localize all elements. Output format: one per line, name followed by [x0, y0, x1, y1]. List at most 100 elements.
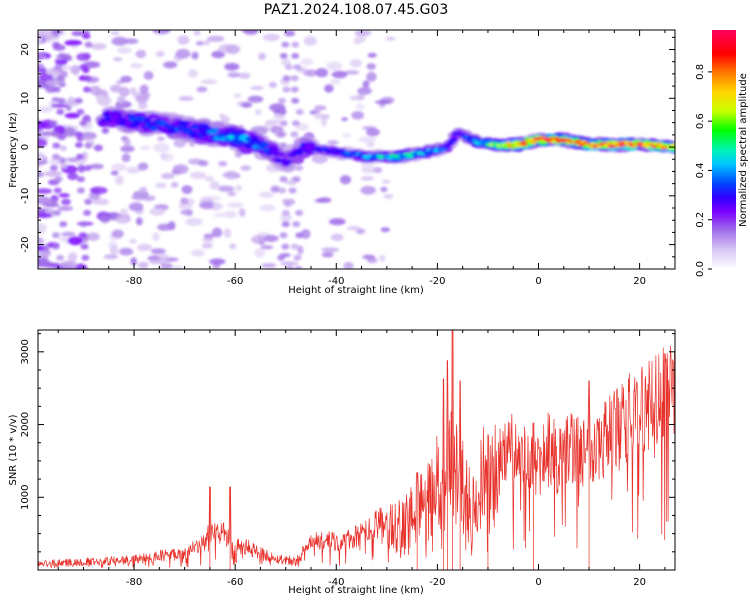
spectrogram-striation-blob	[83, 86, 91, 93]
spectrogram-noise-blob	[262, 33, 280, 42]
spectrogram-noise-blob	[150, 248, 166, 255]
spectrogram-ridge-blob	[530, 140, 537, 144]
spectrogram-noise-blob	[362, 254, 375, 260]
spectrogram-striation-blob	[281, 209, 290, 216]
spectrogram-noise-blob	[38, 36, 43, 43]
spectrogram-noise-blob	[360, 176, 375, 181]
spectrogram-noise-blob	[110, 30, 120, 36]
spectrogram-noise-blob	[222, 172, 238, 178]
spectrogram-noise-blob	[67, 96, 76, 107]
spectrogram-ridge-blob	[247, 140, 256, 146]
spectrogram-ridge-blob	[177, 120, 189, 127]
spectrogram-ridge-blob	[548, 137, 556, 141]
spectrogram-striation-blob	[83, 75, 92, 82]
spectrogram-y-tick-label: -20	[20, 236, 31, 252]
colorbar-label: Normalized spectral amplitude	[738, 73, 749, 227]
spectrogram-noise-blob	[227, 191, 237, 197]
spectrogram-ridge-blob	[448, 140, 455, 144]
spectrogram-noise-blob	[92, 198, 110, 205]
spectrogram-ridge-blob	[503, 144, 510, 148]
spectrogram-noise-blob	[209, 258, 226, 265]
spectrogram-striation-blob	[290, 86, 299, 93]
spectrogram-noise-blob	[218, 185, 235, 192]
spectrogram-noise-blob	[58, 193, 70, 198]
spectrogram-heat-layer	[38, 30, 675, 269]
spectrogram-noise-blob	[116, 47, 132, 54]
spectrogram-noise-blob	[196, 86, 208, 93]
spectrogram-striation-blob	[52, 142, 61, 149]
spectrogram-noise-blob	[255, 109, 262, 116]
spectrogram-noise-blob	[38, 223, 47, 232]
spectrogram-noise-blob	[60, 260, 78, 269]
spectrogram-ridge-blob	[254, 139, 263, 145]
spectrogram-noise-blob	[119, 208, 129, 216]
spectrogram-noise-blob	[67, 236, 84, 246]
spectrogram-striation-blob	[295, 232, 304, 239]
spectrogram-noise-blob	[152, 30, 171, 35]
spectrogram-noise-blob	[263, 234, 279, 243]
spectrogram-noise-blob	[185, 217, 203, 226]
spectrogram-ridge-blob	[165, 124, 174, 130]
spectrogram-striation-blob	[84, 41, 93, 48]
spectrogram-striation-blob	[293, 254, 302, 261]
spectrogram-noise-blob	[43, 244, 50, 253]
spectrogram-noise-blob	[241, 30, 260, 34]
spectrogram-ridge-blob	[407, 154, 414, 158]
spectrogram-noise-blob	[160, 173, 175, 179]
spectrogram-noise-blob	[280, 213, 292, 222]
spectrogram-noise-blob	[38, 138, 48, 148]
spectrogram-noise-blob	[88, 163, 104, 170]
spectrogram-x-label: Height of straight line (km)	[288, 285, 424, 296]
spectrogram-noise-blob	[120, 75, 132, 83]
spectrogram-striation-blob	[84, 198, 93, 205]
spectrogram-noise-blob	[93, 144, 104, 152]
spectrogram-noise-blob	[38, 188, 53, 194]
spectrogram-ridge-blob	[553, 136, 560, 141]
spectrogram-noise-blob	[366, 128, 380, 137]
spectrogram-frame	[37, 29, 676, 270]
spectrogram-noise-blob	[233, 93, 242, 98]
spectrogram-noise-blob	[180, 197, 189, 205]
colorbar-tick-label: 0.4	[695, 162, 706, 178]
snr-panel: -80 -60 -40 -20 0 20 1000 2000 3000 Height of st…	[8, 329, 676, 596]
snr-x-tick-label: -60	[227, 577, 243, 588]
colorbar: 0.0 0.2 0.4 0.6 0.8 Normalized spectral ampl…	[695, 30, 749, 277]
spectrogram-ridge-blob	[671, 147, 675, 151]
spectrogram-striation-blob	[292, 176, 301, 183]
spectrogram-ridge-blob	[669, 143, 675, 147]
spectrogram-ridge-blob	[564, 138, 571, 142]
spectrogram-noise-blob	[254, 248, 265, 258]
spectrogram-striation-blob	[77, 187, 85, 194]
spectrogram-noise-blob	[268, 81, 277, 88]
snr-frame	[37, 329, 676, 571]
spectrogram-ridge-blob	[341, 153, 348, 157]
spectrogram-noise-blob	[45, 78, 60, 87]
spectrogram-noise-blob	[178, 96, 194, 101]
snr-background	[38, 330, 675, 570]
spectrogram-noise-blob	[110, 170, 119, 176]
spectrogram-striation-blob	[54, 176, 63, 183]
spectrogram-noise-blob	[137, 162, 149, 171]
spectrogram-ridge-blob	[102, 112, 110, 117]
spectrogram-ridge-blob	[512, 141, 519, 145]
snr-x-tick-label: 0	[535, 577, 541, 588]
snr-x-label: Height of straight line (km)	[288, 585, 424, 596]
spectrogram-noise-blob	[357, 87, 372, 95]
spectrogram-noise-blob	[320, 117, 328, 127]
spectrogram-ridge-blob	[551, 139, 558, 143]
spectrogram-ridge-blob	[505, 141, 512, 145]
spectrogram-noise-blob	[331, 70, 348, 79]
spectrogram-noise-blob	[60, 163, 68, 169]
spectrogram-noise-blob	[358, 136, 377, 143]
spectrogram-striation-blob	[278, 187, 287, 194]
spectrogram-striation-blob	[287, 198, 296, 205]
spectrogram-noise-blob	[136, 243, 153, 252]
spectrogram-striation-blob	[279, 120, 288, 127]
spectrogram-noise-blob	[180, 209, 193, 215]
spectrogram-noise-blob	[191, 51, 199, 60]
spectrogram-noise-blob	[353, 39, 363, 45]
spectrogram-noise-blob	[299, 58, 315, 66]
spectrogram-noise-blob	[315, 68, 329, 78]
spectrogram-noise-blob	[155, 182, 167, 189]
spectrogram-striation-blob	[76, 153, 85, 160]
